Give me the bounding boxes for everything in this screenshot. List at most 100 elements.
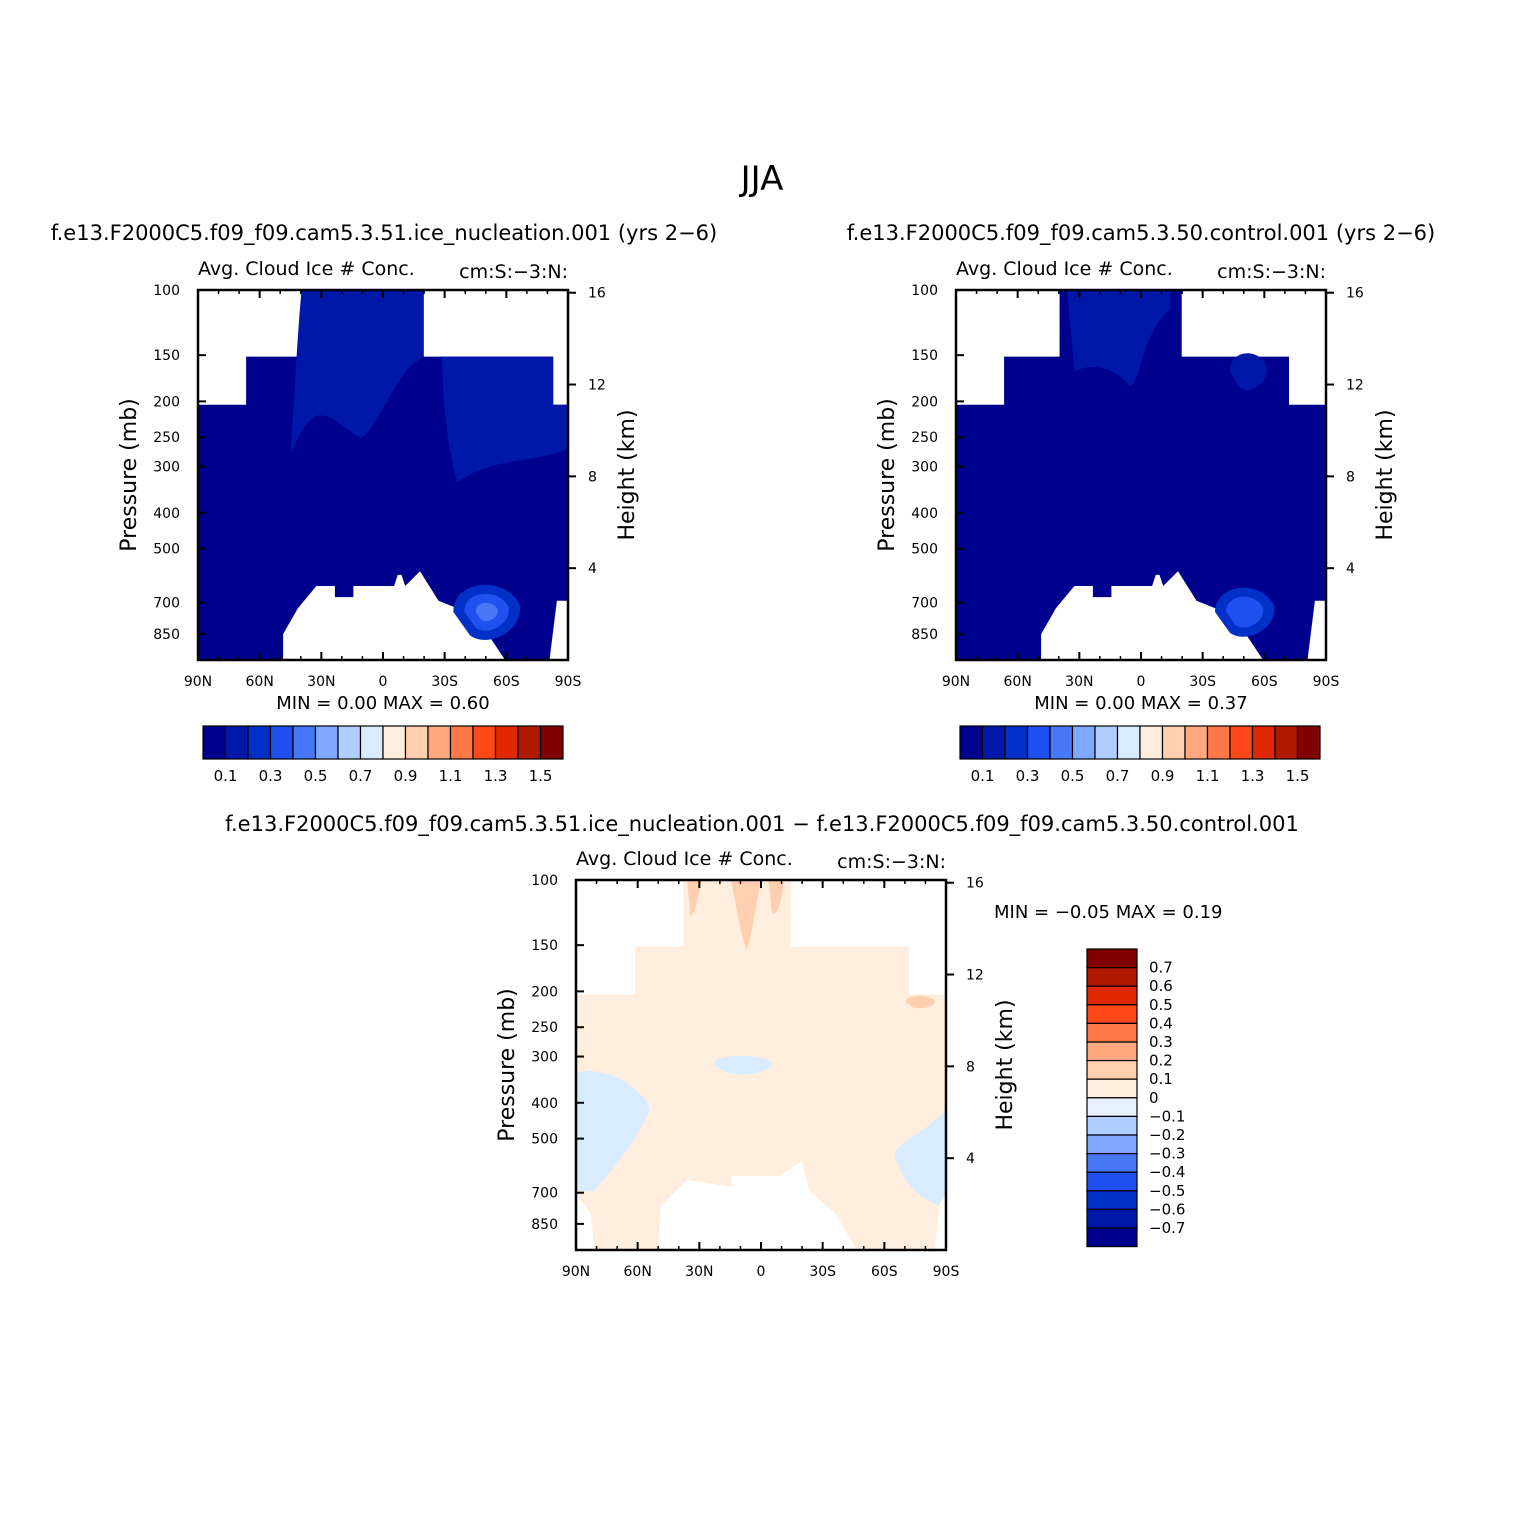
y-tick-label: 400 xyxy=(911,506,938,522)
colorbar-swatch xyxy=(1274,725,1299,760)
y-tick-label: 100 xyxy=(531,873,558,889)
colorbar-swatch xyxy=(382,725,407,760)
min-max-stats: MIN = −0.05 MAX = 0.19 xyxy=(994,902,1223,923)
colorbar-swatch xyxy=(539,725,564,760)
colorbar-label: 0 xyxy=(1149,1089,1159,1107)
x-tick-label: 0 xyxy=(379,674,388,690)
min-max-stats: MIN = 0.00 MAX = 0.60 xyxy=(276,693,489,714)
colorbar-label: 0.3 xyxy=(259,767,283,785)
y-tick-label: 150 xyxy=(531,938,558,954)
y-tick-label: 500 xyxy=(531,1132,558,1148)
y-tick-label: 200 xyxy=(531,984,558,1000)
x-tick-label: 90N xyxy=(562,1264,590,1280)
colorbar-label: 1.3 xyxy=(1241,767,1265,785)
field-right-neg xyxy=(894,1109,946,1206)
colorbar-swatch xyxy=(1086,1004,1138,1024)
colorbar-swatch xyxy=(1116,725,1141,760)
colorbar-swatch xyxy=(1071,725,1096,760)
x-tick-label: 30N xyxy=(307,674,335,690)
field-top-pos-1 xyxy=(687,880,702,917)
colorbar-swatch xyxy=(292,725,317,760)
colorbar-swatch xyxy=(1086,1208,1138,1229)
colorbar-swatch xyxy=(1086,1115,1138,1136)
colorbar-swatch xyxy=(1251,725,1276,760)
colorbar-swatch xyxy=(427,725,452,760)
x-tick-label: 60S xyxy=(871,1264,898,1280)
x-tick-label: 60N xyxy=(246,674,274,690)
colorbar-swatch xyxy=(517,725,542,760)
panel-control: 90N 60N 30N 0 30S 60S 90S 100 150 200 250 300 400 500… xyxy=(875,258,1398,714)
x-tick-label: 30S xyxy=(1189,674,1216,690)
field-blob-inner xyxy=(1226,596,1264,628)
y-tick-label: 250 xyxy=(153,430,180,446)
colorbar-swatch xyxy=(1004,725,1029,760)
plot-subtitle: Avg. Cloud Ice # Conc. xyxy=(956,258,1173,280)
y-tick-label: 250 xyxy=(911,430,938,446)
colorbar-swatch xyxy=(1139,725,1164,760)
colorbar-swatch xyxy=(981,725,1006,760)
colorbar-swatch xyxy=(247,725,272,760)
colorbar-swatch xyxy=(1086,966,1138,987)
y-tick-label: 700 xyxy=(153,596,180,612)
field-right-band xyxy=(442,356,568,483)
y-tick-label: 200 xyxy=(911,394,938,410)
x-tick-label: 0 xyxy=(757,1264,766,1280)
colorbar-label: 0.3 xyxy=(1016,767,1040,785)
y-axis-label: Pressure (mb) xyxy=(495,988,520,1142)
x-tick-label: 90S xyxy=(555,674,582,690)
colorbar-swatch xyxy=(1086,948,1138,969)
field-upper-band xyxy=(290,290,424,453)
colorbar-swatch xyxy=(337,725,362,760)
field-blob-core xyxy=(475,602,498,622)
plot-subtitle: Avg. Cloud Ice # Conc. xyxy=(576,848,793,870)
panel2-title: f.e13.F2000C5.f09_f09.cam5.3.50.control.… xyxy=(847,221,1435,246)
colorbar-label: 0.7 xyxy=(1106,767,1130,785)
colorbar-label: 0.7 xyxy=(1149,959,1173,977)
y-right-tick-label: 12 xyxy=(588,378,606,394)
colorbar-label: 1.1 xyxy=(439,767,463,785)
x-tick-label: 90N xyxy=(942,674,970,690)
field-top-pos-3 xyxy=(768,880,784,914)
plot-subtitle: Avg. Cloud Ice # Conc. xyxy=(198,258,415,280)
y-tick-label: 150 xyxy=(911,348,938,364)
colorbar-swatch xyxy=(1049,725,1074,760)
colorbar-label: 0.2 xyxy=(1149,1052,1173,1070)
y-tick-label: 850 xyxy=(153,627,180,643)
y-tick-label: 100 xyxy=(911,283,938,299)
colorbar-swatch xyxy=(959,725,984,760)
y-tick-label: 700 xyxy=(911,596,938,612)
colorbar-label: 0.7 xyxy=(349,767,373,785)
colorbar-swatch xyxy=(1206,725,1231,760)
colorbar-swatch xyxy=(1229,725,1254,760)
colorbar-ice-nucleation: 0.1 0.3 0.5 0.7 0.9 1.1 1.3 1.5 xyxy=(202,725,564,785)
colorbar-label: −0.7 xyxy=(1149,1219,1185,1237)
colorbar-label: −0.4 xyxy=(1149,1163,1185,1181)
colorbar-swatch xyxy=(314,725,339,760)
colorbar-swatch xyxy=(1086,1097,1138,1118)
field-upper-band xyxy=(1067,290,1171,387)
colorbar-swatch xyxy=(1086,1078,1138,1099)
y-tick-label: 500 xyxy=(911,542,938,558)
colorbar-label: 0.5 xyxy=(304,767,328,785)
field-top-pos-2 xyxy=(731,880,761,951)
y-right-tick-label: 4 xyxy=(588,561,597,577)
colorbar-swatch xyxy=(1161,725,1186,760)
colorbar-label: −0.6 xyxy=(1149,1200,1185,1218)
colorbar-label: 1.5 xyxy=(1286,767,1310,785)
x-tick-label: 60N xyxy=(624,1264,652,1280)
colorbar-label: 0.4 xyxy=(1149,1014,1173,1032)
field-left-neg xyxy=(576,1070,650,1191)
x-tick-label: 90N xyxy=(184,674,212,690)
colorbar-swatch xyxy=(1086,1059,1138,1080)
min-max-stats: MIN = 0.00 MAX = 0.37 xyxy=(1034,693,1247,714)
y-axis-label: Pressure (mb) xyxy=(117,398,142,552)
colorbar-label: 1.1 xyxy=(1196,767,1220,785)
y-right-tick-label: 8 xyxy=(1346,469,1355,485)
y-right-axis-label: Height (km) xyxy=(615,409,640,540)
y-tick-label: 100 xyxy=(153,283,180,299)
y-tick-label: 300 xyxy=(911,460,938,476)
colorbar-swatch xyxy=(1086,1041,1138,1062)
colorbar-swatch xyxy=(1094,725,1119,760)
colorbar-label: −0.2 xyxy=(1149,1126,1185,1144)
